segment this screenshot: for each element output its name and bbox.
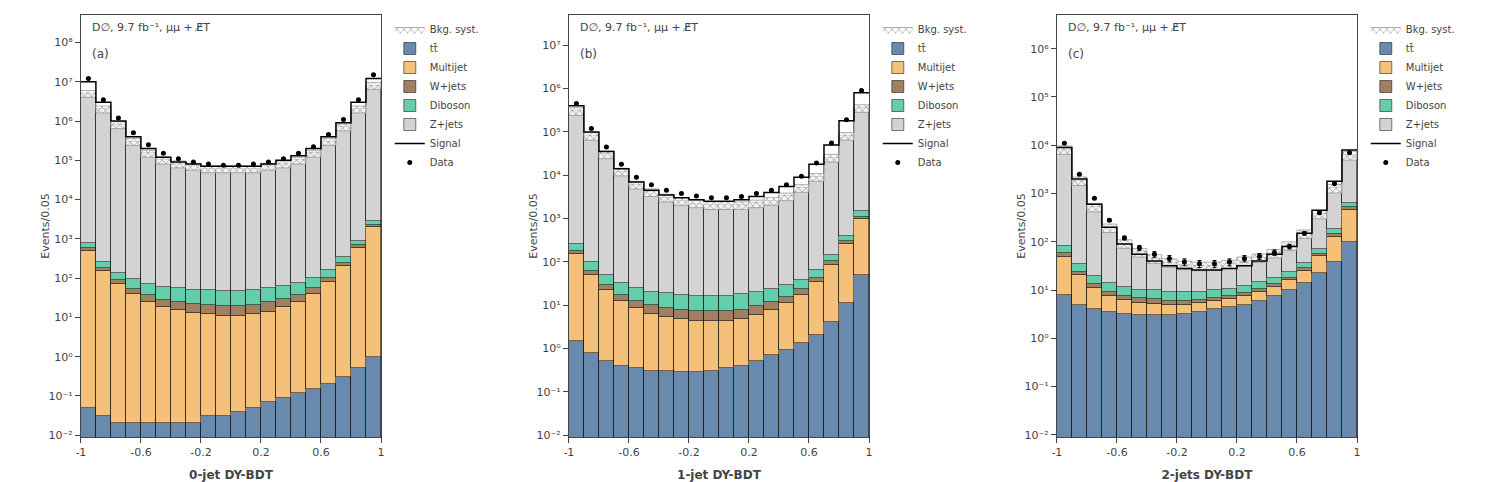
svg-text:1: 1 — [866, 446, 873, 459]
svg-text:Z+jets: Z+jets — [1406, 119, 1439, 130]
svg-text:10²: 10² — [542, 256, 560, 269]
svg-text:0-jet DY-BDT: 0-jet DY-BDT — [189, 468, 274, 482]
svg-text:0.6: 0.6 — [1288, 446, 1306, 459]
svg-text:(c): (c) — [1068, 47, 1084, 61]
svg-text:Data: Data — [1406, 157, 1430, 168]
svg-text:10⁵: 10⁵ — [542, 126, 560, 139]
svg-text:W+jets: W+jets — [918, 81, 954, 92]
svg-text:10⁴: 10⁴ — [54, 193, 73, 206]
svg-text:10³: 10³ — [1030, 187, 1048, 200]
svg-text:W+jets: W+jets — [430, 81, 466, 92]
svg-text:10²: 10² — [1030, 236, 1048, 249]
svg-text:10¹: 10¹ — [1030, 284, 1048, 297]
svg-text:Signal: Signal — [918, 138, 949, 149]
svg-text:10⁰: 10⁰ — [542, 342, 561, 355]
svg-text:-0.2: -0.2 — [678, 446, 699, 459]
svg-text:10⁵: 10⁵ — [1030, 91, 1048, 104]
svg-text:10³: 10³ — [54, 233, 72, 246]
svg-text:-0.6: -0.6 — [618, 446, 639, 459]
svg-text:10⁻¹: 10⁻¹ — [48, 390, 72, 403]
svg-text:10⁶: 10⁶ — [1030, 43, 1049, 56]
svg-text:-0.2: -0.2 — [190, 446, 211, 459]
svg-text:0.2: 0.2 — [252, 446, 270, 459]
svg-text:(a): (a) — [92, 47, 109, 61]
svg-text:10⁵: 10⁵ — [54, 154, 72, 167]
svg-text:Bkg. syst.: Bkg. syst. — [1406, 24, 1455, 35]
svg-text:10⁶: 10⁶ — [54, 115, 73, 128]
svg-text:Data: Data — [918, 157, 942, 168]
svg-text:Events/0.05: Events/0.05 — [39, 193, 52, 258]
svg-text:D∅, 9.7 fb⁻¹, μμ + E̸T: D∅, 9.7 fb⁻¹, μμ + E̸T — [1068, 21, 1186, 34]
svg-text:1: 1 — [378, 446, 385, 459]
svg-text:Multijet: Multijet — [430, 62, 467, 73]
svg-text:10⁷: 10⁷ — [542, 39, 560, 52]
svg-text:tt̄: tt̄ — [918, 43, 926, 55]
svg-text:tt̄: tt̄ — [430, 43, 438, 55]
svg-text:Z+jets: Z+jets — [918, 119, 951, 130]
svg-text:Multijet: Multijet — [1406, 62, 1443, 73]
svg-text:Bkg. syst.: Bkg. syst. — [430, 24, 479, 35]
svg-text:10⁸: 10⁸ — [54, 36, 73, 49]
svg-text:Data: Data — [430, 157, 454, 168]
svg-text:tt̄: tt̄ — [1406, 43, 1414, 55]
svg-text:D∅, 9.7 fb⁻¹, μμ + E̸T: D∅, 9.7 fb⁻¹, μμ + E̸T — [92, 21, 210, 34]
svg-text:-1: -1 — [563, 446, 574, 459]
svg-text:Multijet: Multijet — [918, 62, 955, 73]
svg-text:10¹: 10¹ — [542, 299, 560, 312]
svg-text:0.2: 0.2 — [1228, 446, 1246, 459]
svg-text:1-jet DY-BDT: 1-jet DY-BDT — [677, 468, 762, 482]
svg-text:0.6: 0.6 — [312, 446, 330, 459]
svg-text:-1: -1 — [75, 446, 86, 459]
svg-text:2-jets DY-BDT: 2-jets DY-BDT — [1161, 468, 1253, 482]
svg-text:10⁻²: 10⁻² — [536, 429, 560, 442]
svg-text:10⁶: 10⁶ — [542, 82, 561, 95]
svg-text:Events/0.05: Events/0.05 — [527, 193, 540, 258]
svg-text:10⁴: 10⁴ — [1030, 139, 1049, 152]
svg-text:Bkg. syst.: Bkg. syst. — [918, 24, 967, 35]
svg-text:Events/0.05: Events/0.05 — [1015, 193, 1028, 258]
svg-text:Diboson: Diboson — [430, 100, 471, 111]
svg-text:Diboson: Diboson — [1406, 100, 1447, 111]
svg-text:10⁴: 10⁴ — [542, 169, 561, 182]
svg-text:10¹: 10¹ — [54, 311, 72, 324]
svg-text:10⁰: 10⁰ — [1030, 332, 1049, 345]
svg-text:10⁻¹: 10⁻¹ — [1024, 380, 1048, 393]
svg-text:Z+jets: Z+jets — [430, 119, 463, 130]
svg-text:10⁻²: 10⁻² — [1024, 429, 1048, 442]
svg-text:D∅, 9.7 fb⁻¹, μμ + E̸T: D∅, 9.7 fb⁻¹, μμ + E̸T — [580, 21, 698, 34]
svg-text:-0.6: -0.6 — [1106, 446, 1127, 459]
svg-text:10⁻¹: 10⁻¹ — [536, 386, 560, 399]
svg-text:(b): (b) — [580, 47, 597, 61]
svg-text:-1: -1 — [1051, 446, 1062, 459]
svg-text:W+jets: W+jets — [1406, 81, 1442, 92]
svg-text:Signal: Signal — [430, 138, 461, 149]
svg-text:-0.2: -0.2 — [1166, 446, 1187, 459]
svg-text:1: 1 — [1354, 446, 1361, 459]
svg-text:0.6: 0.6 — [800, 446, 818, 459]
svg-text:10⁻²: 10⁻² — [48, 429, 72, 442]
svg-text:10³: 10³ — [542, 212, 560, 225]
svg-text:-0.6: -0.6 — [130, 446, 151, 459]
svg-text:0.2: 0.2 — [740, 446, 758, 459]
svg-text:Signal: Signal — [1406, 138, 1437, 149]
svg-text:Diboson: Diboson — [918, 100, 959, 111]
svg-text:10²: 10² — [54, 272, 72, 285]
svg-text:10⁰: 10⁰ — [54, 351, 73, 364]
svg-text:10⁷: 10⁷ — [54, 76, 72, 89]
